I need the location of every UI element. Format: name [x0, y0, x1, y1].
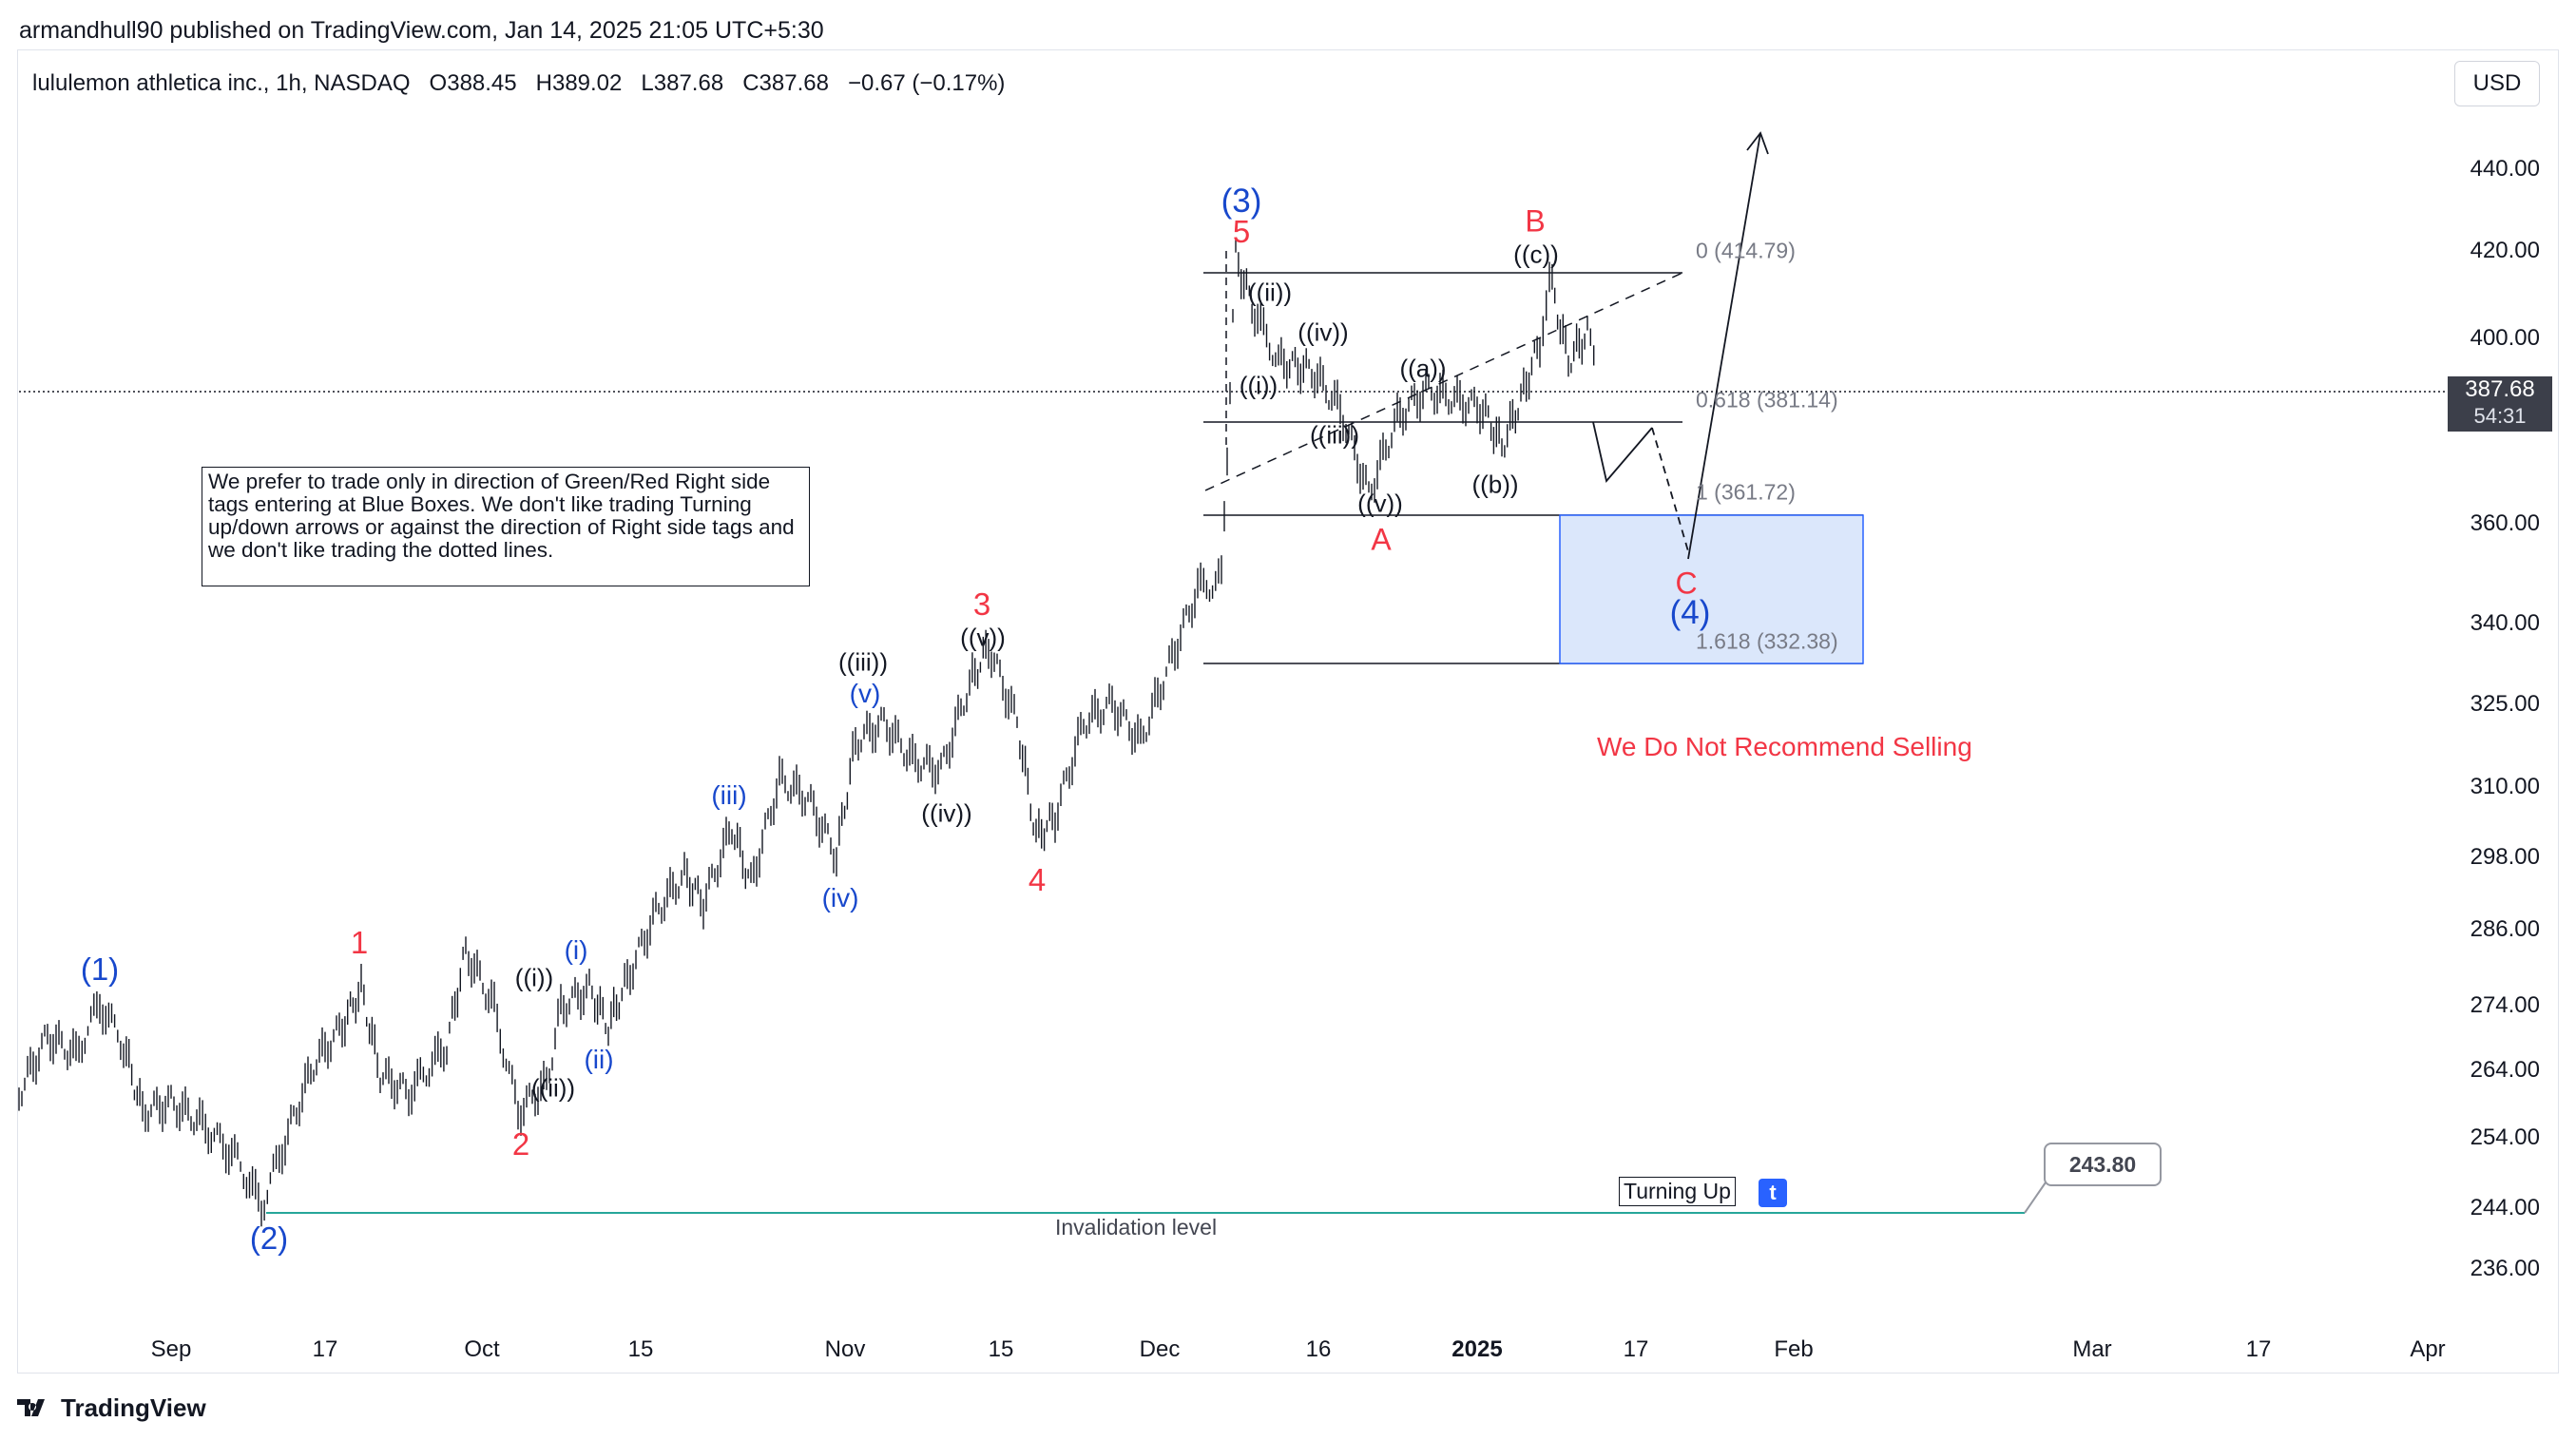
close-value: C387.68 [742, 70, 829, 96]
currency-button[interactable]: USD [2454, 61, 2540, 106]
time-tick: Dec [1139, 1336, 1181, 1362]
wave-label: A [1371, 522, 1392, 557]
price-tick: 264.00 [2470, 1057, 2540, 1083]
wave-label: ((iii)) [1310, 420, 1359, 450]
last-price-tag: 387.68 54:31 [2448, 376, 2552, 432]
wave-label: (4) [1669, 594, 1711, 631]
channel-line [1204, 272, 1683, 491]
last-price-value: 387.68 [2465, 376, 2535, 402]
wave-label: (3) [1221, 183, 1262, 220]
price-tick: 440.00 [2470, 156, 2540, 182]
wave-label: ((v)) [1357, 489, 1403, 518]
price-tick: 244.00 [2470, 1195, 2540, 1220]
time-tick: 15 [988, 1336, 1014, 1362]
projection-dotted [1651, 427, 1689, 552]
time-tick: Mar [2072, 1336, 2112, 1362]
wave-label: 2 [511, 1126, 530, 1162]
wave-label: ((i)) [514, 963, 554, 992]
price-tick: 286.00 [2470, 916, 2540, 942]
price-tick: 400.00 [2470, 325, 2540, 351]
wave-label: (2) [249, 1220, 289, 1256]
strategy-note[interactable]: We prefer to trade only in direction of … [202, 467, 810, 586]
price-tick: 340.00 [2470, 610, 2540, 636]
price-bars [18, 238, 1595, 1227]
brand-name: TradingView [61, 1393, 206, 1422]
wave-label: ((ii)) [530, 1073, 576, 1103]
chart-frame [17, 49, 2559, 1374]
callout-pointer [2024, 1182, 2047, 1214]
wave-label: ((b)) [1471, 470, 1519, 499]
wave-label: (ii) [584, 1045, 614, 1074]
price-tick: 254.00 [2470, 1124, 2540, 1150]
fib-label: 0 (414.79) [1696, 238, 1796, 263]
price-tick: 310.00 [2470, 774, 2540, 799]
open-value: O388.45 [429, 70, 517, 96]
warning-text: We Do Not Recommend Selling [1597, 732, 1972, 761]
price-tick: 420.00 [2470, 238, 2540, 263]
price-tick: 236.00 [2470, 1256, 2540, 1281]
invalidation-price-callout[interactable]: 243.80 [2044, 1143, 2162, 1186]
wave-label: (iv) [821, 883, 859, 913]
time-tick: Sep [150, 1336, 192, 1362]
wave-label: ((ii)) [1247, 278, 1293, 307]
price-tick: 325.00 [2470, 691, 2540, 717]
blue-buy-box[interactable] [1559, 514, 1864, 664]
price-tick: 360.00 [2470, 510, 2540, 536]
wave-label: ((c)) [1513, 240, 1559, 269]
published-by: armandhull90 published on TradingView.co… [19, 17, 824, 44]
wave-label: B [1525, 203, 1546, 239]
price-tick: 298.00 [2470, 844, 2540, 870]
wave-label: ((i)) [1239, 371, 1278, 400]
wave-label: ((iv)) [1298, 317, 1349, 347]
time-tick: Feb [1774, 1336, 1814, 1362]
turning-up-label[interactable]: Turning Up [1619, 1177, 1736, 1206]
arrow-head [1746, 131, 1769, 155]
wave-label: (i) [564, 935, 588, 965]
invalidation-label: Invalidation level [1055, 1215, 1218, 1239]
wave-label: ((v)) [960, 623, 1006, 652]
wave-label: 5 [1232, 214, 1251, 249]
wave-label: (1) [80, 951, 120, 987]
brand-logo[interactable]: TradingView [17, 1393, 206, 1425]
wave-label: 4 [1028, 862, 1047, 897]
fib-label: 1.618 (332.38) [1696, 628, 1838, 654]
projection-zigzag [1592, 421, 1653, 483]
time-tick: Oct [464, 1336, 500, 1362]
symbol-name[interactable]: lululemon athletica inc., 1h, NASDAQ [32, 70, 411, 96]
time-tick: 17 [2245, 1336, 2272, 1362]
tradingview-logo-icon [17, 1395, 55, 1425]
time-tick: 16 [1305, 1336, 1332, 1362]
price-tick: 274.00 [2470, 992, 2540, 1018]
projection-up-arrow [1687, 132, 1761, 560]
bar-countdown: 54:31 [2473, 404, 2527, 428]
wave-label: (v) [849, 679, 881, 708]
time-tick: 2025 [1451, 1336, 1503, 1362]
time-tick: 17 [1623, 1336, 1649, 1362]
turning-signal-badge[interactable]: t [1759, 1179, 1787, 1207]
wave-label: 1 [350, 925, 369, 960]
fib-label: 1 (361.72) [1696, 479, 1796, 505]
symbol-header: lululemon athletica inc., 1h, NASDAQ O38… [32, 70, 1005, 97]
low-value: L387.68 [641, 70, 724, 96]
wave-label: ((iv)) [921, 798, 972, 828]
high-value: H389.02 [535, 70, 623, 96]
time-tick: Nov [824, 1336, 866, 1362]
wave-label: C [1675, 566, 1698, 601]
wave-label: 3 [972, 586, 991, 622]
time-tick: 17 [312, 1336, 338, 1362]
time-tick: Apr [2410, 1336, 2446, 1362]
fib-label: 0.618 (381.14) [1696, 387, 1838, 413]
wave-label: ((a)) [1399, 354, 1447, 383]
wave-label: ((iii)) [838, 647, 888, 677]
change-value: −0.67 (−0.17%) [847, 70, 1006, 96]
wave-label: (iii) [711, 780, 747, 810]
time-tick: 15 [627, 1336, 654, 1362]
